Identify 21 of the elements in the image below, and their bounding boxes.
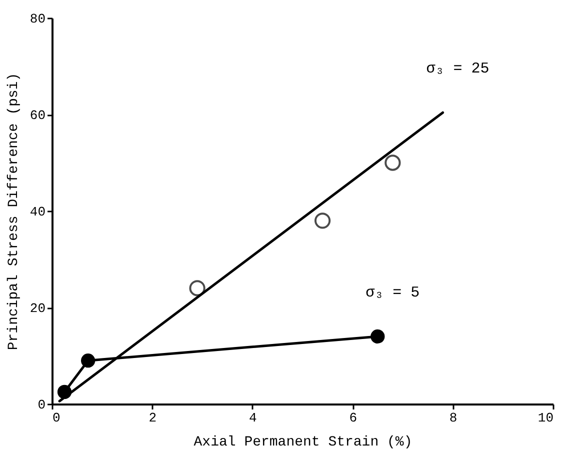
series-label: σ₃ = 5	[366, 284, 420, 302]
x-tick-label: 0	[52, 410, 60, 426]
y-tick-label: 20	[30, 301, 46, 316]
point	[384, 154, 401, 171]
point	[57, 384, 72, 399]
text: σ₃ = 25	[426, 60, 490, 78]
point	[370, 329, 385, 344]
y-tick-label: 80	[30, 12, 46, 26]
y-tick-label: 40	[30, 204, 46, 220]
x-axis-title: Axial Permanent Strain (%)	[194, 434, 412, 450]
y-tick-label: 0	[38, 398, 46, 412]
point	[314, 212, 331, 229]
y-tick-label: 60	[30, 108, 46, 123]
point	[81, 354, 96, 368]
x-tick-label: 8	[449, 410, 458, 426]
x-tick-label: 4	[248, 410, 257, 426]
point	[189, 280, 206, 296]
y-axis-title: Principal Stress Difference (psi)	[6, 72, 22, 350]
x-tick-label: 10	[538, 410, 554, 426]
x-tick-label: 6	[349, 410, 358, 426]
x-tick-label: 2	[148, 410, 157, 426]
